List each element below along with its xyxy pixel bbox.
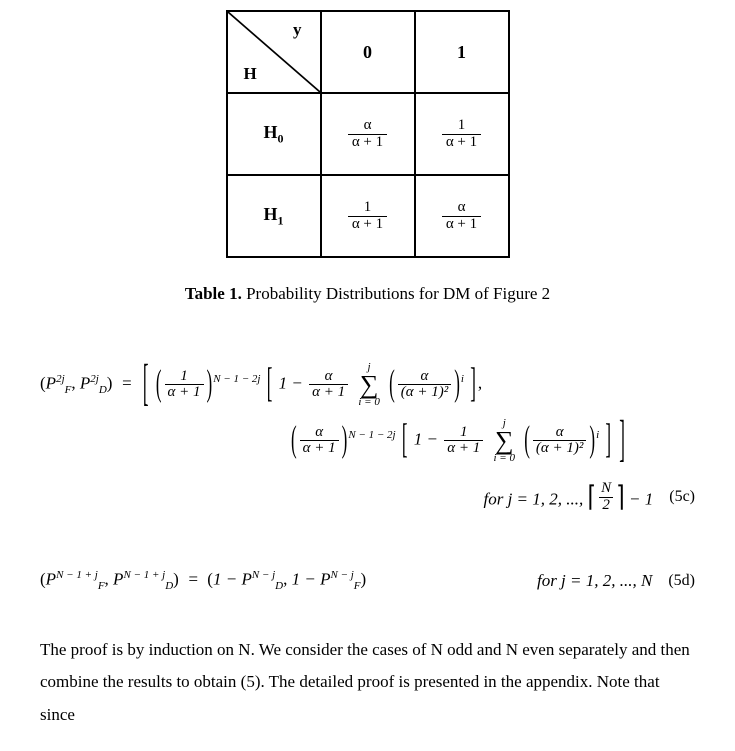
eq5c-fBd: (α + 1)² xyxy=(398,384,451,401)
eq5c-pd-sup: 2j xyxy=(90,373,99,385)
eq5d-pd-sup: N − 1 + j xyxy=(123,569,165,581)
corner-label-h: H xyxy=(244,64,257,84)
eq5c-fAd: α + 1 xyxy=(309,384,348,401)
eq5c-exp2: N − 1 − 2j xyxy=(348,429,395,441)
cell-11: αα + 1 xyxy=(415,175,509,257)
eq5c-for: for j = 1, 2, ..., xyxy=(484,489,588,508)
row-h1-base: H xyxy=(263,204,277,224)
cell-10-den: α + 1 xyxy=(348,216,387,233)
equation-5c-line2: (αα + 1)N − 1 − 2j [ 1 − 1α + 1 j∑i = 0 … xyxy=(40,416,695,466)
cell-00-den: α + 1 xyxy=(348,134,387,151)
eq5c-ceild: 2 xyxy=(599,497,613,514)
row-header-h1: H1 xyxy=(227,175,321,257)
eq5c-1m-a: 1 − xyxy=(279,374,307,393)
cell-10-num: 1 xyxy=(348,200,387,216)
diagonal-line-icon xyxy=(228,12,320,92)
eq5c-fCd: α + 1 xyxy=(444,440,483,457)
eq5d-pf-sup: N − 1 + j xyxy=(56,569,98,581)
eq5c-fCn: 1 xyxy=(457,425,471,441)
eq5c-f1n: 1 xyxy=(177,369,191,385)
eq5c-pd-sub: D xyxy=(99,384,107,396)
cell-01-num: 1 xyxy=(442,118,481,134)
cell-10: 1α + 1 xyxy=(321,175,415,257)
eq5c-fBd2: (α + 1)² xyxy=(533,440,586,457)
row-header-h0: H0 xyxy=(227,93,321,175)
eq5d-r1-sup: N − j xyxy=(252,569,275,581)
eq5c-m1: − 1 xyxy=(629,489,653,508)
eq5d-for: for j = 1, 2, ..., N xyxy=(537,571,652,591)
eq5d-r1-sub: D xyxy=(275,581,283,593)
eq5c-expi1: i xyxy=(461,373,464,385)
eq5c-1m-b: 1 − xyxy=(414,430,442,449)
caption-bold: Table 1. xyxy=(185,284,242,303)
eq5c-f2n: α xyxy=(312,425,326,441)
paragraph: The proof is by induction on N. We consi… xyxy=(40,634,695,731)
eq5c-ceiln: N xyxy=(598,481,614,497)
eq5c-comma: , xyxy=(478,374,482,393)
equation-5c-line3: for j = 1, 2, ..., ⌈N2⌉ − 1 (5c) xyxy=(40,472,695,522)
eq5c-fAn: α xyxy=(322,369,336,385)
eq5d-pf-sub: F xyxy=(98,581,105,593)
cell-01-den: α + 1 xyxy=(442,134,481,151)
row-h0-sub: 0 xyxy=(278,131,284,145)
cell-00-num: α xyxy=(348,118,387,134)
eq5d-pd-sub: D xyxy=(165,581,173,593)
page: y H 0 1 H0 αα + 1 1α + 1 H1 1α + 1 xyxy=(0,0,735,751)
caption-text: Probability Distributions for DM of Figu… xyxy=(242,284,550,303)
eq5c-fBn: α xyxy=(418,369,432,385)
eq5c-f2d: α + 1 xyxy=(300,440,339,457)
col-header-1: 1 xyxy=(415,11,509,93)
eq5c-sumbot: i = 0 xyxy=(358,397,379,408)
equation-5d: (PN − 1 + jF, PN − 1 + jD) = (1 − PN − j… xyxy=(40,556,695,606)
cell-01: 1α + 1 xyxy=(415,93,509,175)
probability-table: y H 0 1 H0 αα + 1 1α + 1 H1 1α + 1 xyxy=(226,10,510,258)
row-h1-sub: 1 xyxy=(278,213,284,227)
cell-11-num: α xyxy=(442,200,481,216)
col-header-0: 0 xyxy=(321,11,415,93)
cell-11-den: α + 1 xyxy=(442,216,481,233)
eq5c-pf-sup: 2j xyxy=(56,373,65,385)
table-caption: Table 1. Probability Distributions for D… xyxy=(40,284,695,304)
eq5c-sumbot2: i = 0 xyxy=(494,453,515,464)
table-corner-cell: y H xyxy=(227,11,321,93)
eq5d-r2-sub: F xyxy=(354,581,361,593)
cell-00: αα + 1 xyxy=(321,93,415,175)
eq5d-tag: (5d) xyxy=(652,572,695,590)
eq5d-r2-sup: N − j xyxy=(330,569,353,581)
eq5c-expi2: i xyxy=(596,429,599,441)
row-h0-base: H xyxy=(263,122,277,142)
eq5c-fBn2: α xyxy=(553,425,567,441)
eq5c-exp1: N − 1 − 2j xyxy=(213,373,260,385)
corner-label-y: y xyxy=(293,20,302,40)
eq5c-tag: (5c) xyxy=(653,488,695,506)
eq5c-f1d: α + 1 xyxy=(165,384,204,401)
equation-5c-line1: (P2jF, P2jD) = [ (1α + 1)N − 1 − 2j [ 1 … xyxy=(40,360,695,410)
